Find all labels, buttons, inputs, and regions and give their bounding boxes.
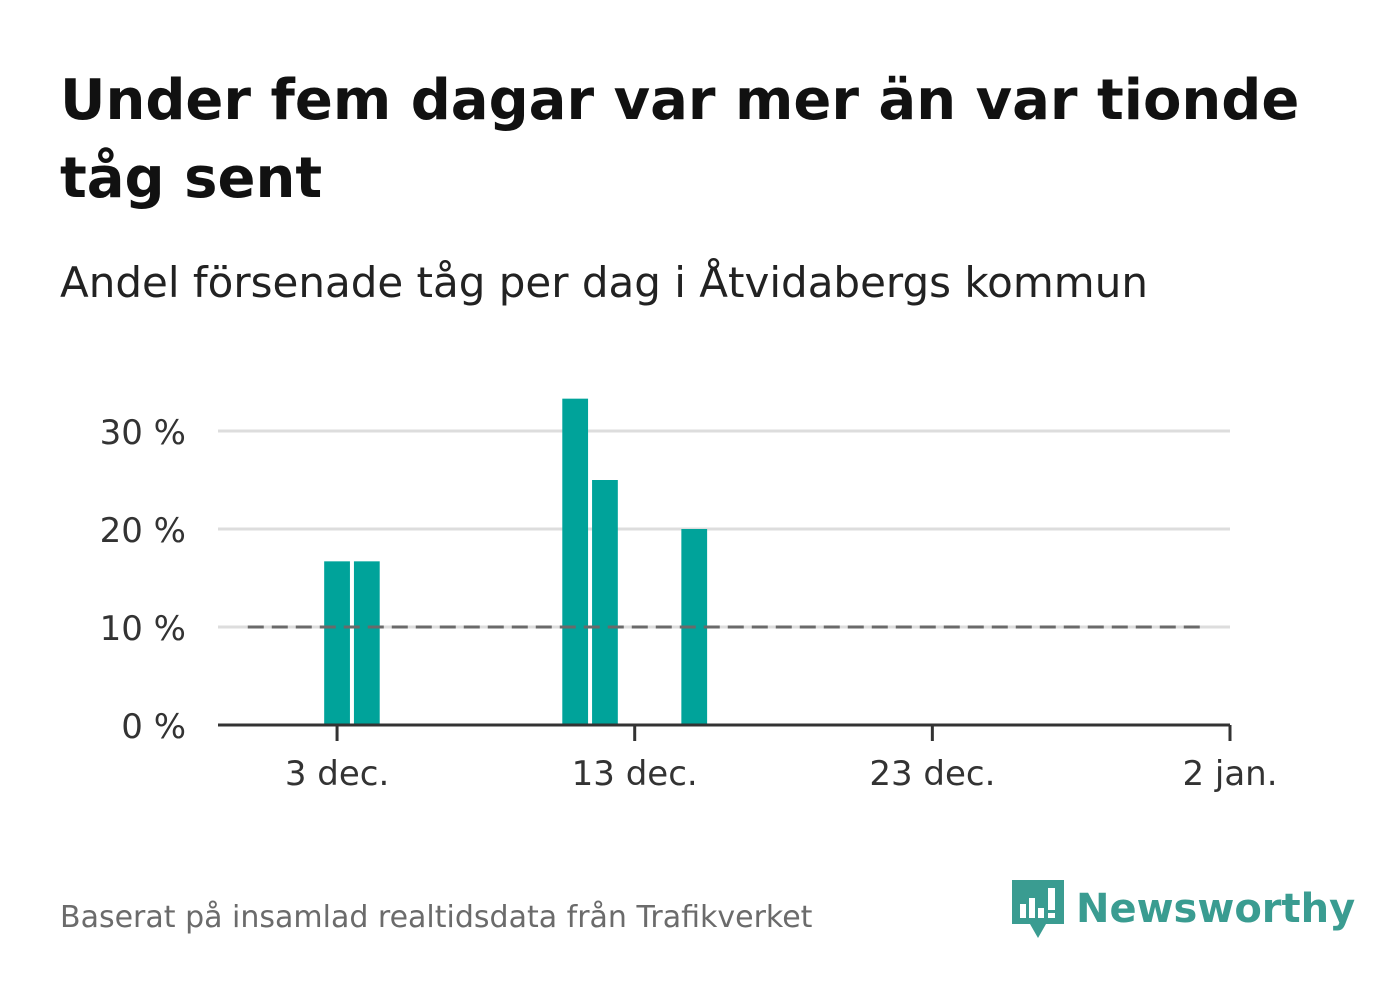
bar: [592, 480, 618, 725]
y-tick-label: 30 %: [100, 413, 186, 453]
bar: [562, 398, 589, 725]
brand-name: Newsworthy: [1076, 886, 1356, 932]
brand-logo: Newsworthy: [1012, 878, 1355, 940]
x-tick-label: 2 jan.: [1182, 754, 1277, 794]
newsworthy-logo-icon: [1012, 880, 1064, 938]
x-tick-label: 23 dec.: [869, 754, 995, 794]
y-tick-label: 10 %: [100, 609, 186, 649]
x-tick-label: 13 dec.: [572, 754, 698, 794]
y-tick-label: 20 %: [100, 511, 186, 551]
chart-title: Under fem dagar var mer än var tionde tå…: [60, 68, 1300, 211]
chart-subtitle: Andel försenade tåg per dag i Åtvidaberg…: [60, 258, 1148, 307]
bar: [353, 561, 380, 725]
x-tick-label: 3 dec.: [285, 754, 389, 794]
bar: [324, 561, 350, 725]
source-note: Baserat på insamlad realtidsdata från Tr…: [60, 900, 813, 935]
y-tick-label: 0 %: [121, 707, 186, 747]
